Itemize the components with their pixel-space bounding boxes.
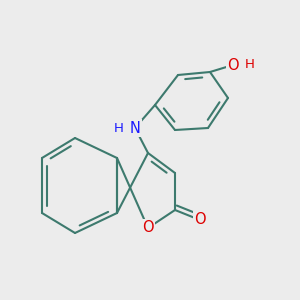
- Text: O: O: [142, 220, 154, 236]
- Text: H: H: [244, 58, 254, 71]
- Text: H: H: [114, 122, 123, 134]
- Text: O: O: [194, 212, 206, 227]
- Text: N: N: [130, 121, 140, 136]
- Text: O: O: [227, 58, 239, 73]
